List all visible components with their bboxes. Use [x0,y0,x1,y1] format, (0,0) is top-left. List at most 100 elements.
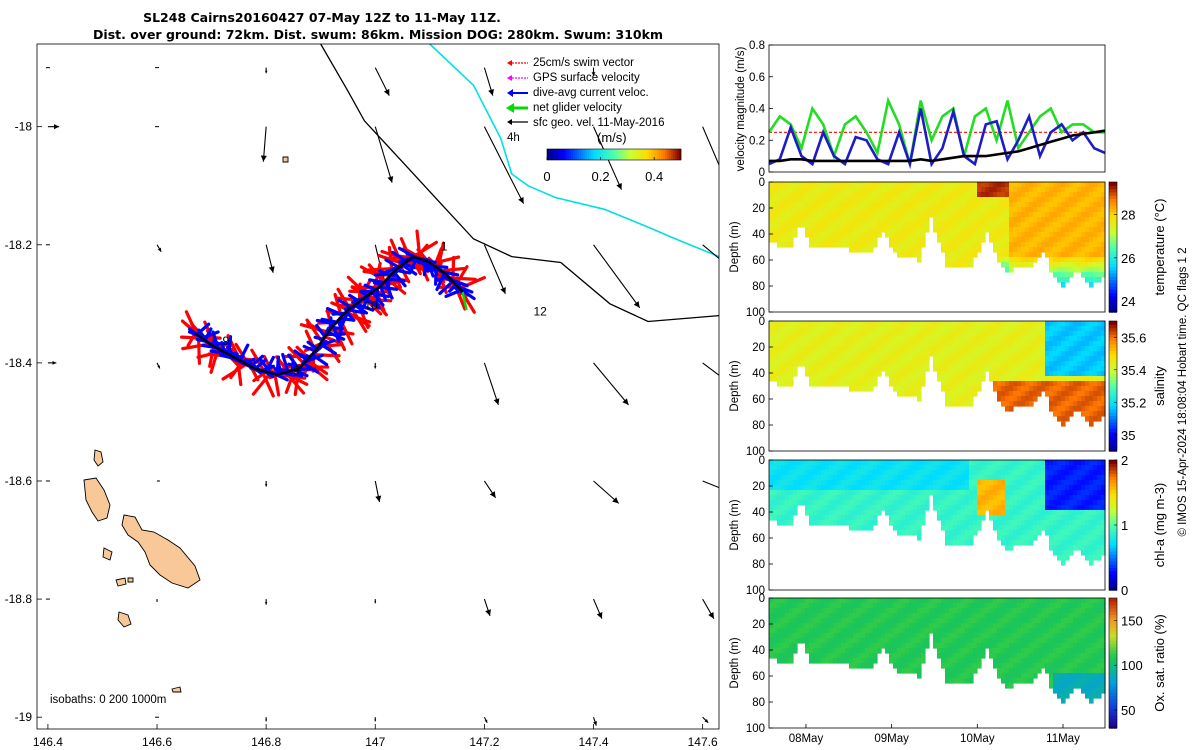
geo-vector [702,362,719,376]
geo-vector [47,124,60,130]
track-day-label: 10 [364,299,378,313]
geo-vector [265,244,275,273]
map-panel: 9 9 10 1 12 146.4 146.6 146.8 147 147.2 147.4 147.… [5,43,720,749]
geo-vector [593,362,629,406]
track-day-label: 9 [223,334,230,348]
section-colorbar-label: temperature (°C) [1152,199,1167,296]
geo-vector [47,360,57,365]
section-ytick-label: 20 [752,619,765,631]
section-colorbar-tick-label: 100 [1121,658,1143,673]
section-frame [768,181,1106,313]
section-ytick-label: 60 [752,533,765,545]
map-xtick-label: 146.6 [142,735,172,749]
velocity-ylabel: velocity magnitude (m/s) [735,47,747,172]
velocity-series-blue [768,106,1106,170]
section-colorbar-tick-label: 26 [1121,251,1135,266]
map-colorbar-label: (m/s) [597,130,627,145]
geo-vector [591,67,596,77]
island [93,449,104,467]
section-ylabel: Depth (m) [729,499,741,550]
island [171,686,182,693]
geo-vector [374,717,377,722]
section-frame [768,459,1106,591]
velocity-series-black [769,129,1106,163]
section-ytick-label: 80 [752,559,765,571]
map-legend: 25cm/s swim vector GPS surface velocity … [506,57,682,184]
island [83,477,111,522]
map-colorbar [547,149,682,160]
island [115,577,127,587]
map-ytick-label: -18.8 [5,592,33,606]
legend-net-label: net glider velocity [533,102,622,114]
geo-vector [483,126,525,204]
geo-vector [374,67,390,96]
geo-vector [264,480,268,487]
track-day-label: 1 [441,240,448,254]
map-xtick-label: 147.4 [578,735,608,749]
geo-vector [593,598,603,619]
section-oxygen-saturation: 0 20 40 60 80 100 Depth (m) 50 100 150 Ox. sat. ra… [729,593,1167,745]
geo-vector [702,480,719,489]
geo-vector [156,599,158,602]
track-day-label: 9 [293,364,300,378]
section-colorbar-tick-label: 35.6 [1121,330,1146,345]
section-ytick-label: 60 [752,255,765,267]
section-ytick-label: 60 [752,671,765,683]
velocity-ytick-label: 0.8 [749,40,765,52]
section-colorbar-label: chl-a (mg m-3) [1152,483,1167,568]
map-xtick-label: 146.8 [251,735,281,749]
map-xtick-label: 147 [365,735,385,749]
geo-vector [260,126,267,162]
geo-vector [702,598,715,619]
legend-entry-swim: 25cm/s swim vector [507,57,634,69]
section-colorbar-label: Ox. sat. ratio (%) [1152,614,1167,712]
section-ytick-label: 0 [759,455,765,467]
geo-vector [483,480,497,499]
section-colorbar-tick-label: 2 [1121,453,1128,468]
section-ytick-label: 80 [752,281,765,293]
legend-entry-net: net glider velocity [506,102,622,114]
section-colorbar-tick-label: 28 [1121,208,1135,223]
section-ytick-label: 80 [752,420,765,432]
velocity-frame [768,44,1106,173]
legend-entry-dive: dive-avg current veloc. [507,87,649,99]
geostrophic-vectors [45,67,719,726]
geo-vector [374,480,382,503]
section-ytick-label: 100 [746,723,765,735]
geo-vector [702,244,719,260]
island [121,514,201,589]
geo-vector [374,126,394,183]
island [282,156,289,163]
velocity-series [767,96,1106,170]
geo-vector [592,717,597,726]
map-colorbar-ticks: 0 0.2 0.4 [543,157,663,184]
section-colorbar-tick-label: 35 [1121,428,1135,443]
geo-vector [483,67,494,96]
map-frame [36,43,720,730]
velocity-axes: 0 0.2 0.4 0.6 0.8 [749,40,773,179]
section-colorbar-label: salinity [1152,366,1167,406]
map-xtick-label: 147.2 [469,735,499,749]
section-ylabel: Depth (m) [729,637,741,688]
geo-vector [156,244,162,253]
velocity-ytick-label: 0.4 [749,104,766,116]
map-ytick-label: -18.4 [5,356,33,370]
section-ylabel: Depth (m) [729,221,741,272]
section-ytick-label: 100 [746,585,765,597]
section-ytick-label: 40 [752,368,765,380]
map-ytick-label: -18 [15,120,33,134]
map-xtick-label: 146.4 [33,735,63,749]
map-ytick-label: -19 [15,710,33,724]
net-velocity-vector [461,291,468,311]
velocity-ytick-label: 0 [759,167,765,179]
glider-track [179,229,486,398]
velocity-ytick-label: 0.6 [749,72,765,84]
legend-scale-label: 4h [507,132,520,144]
section-ytick-label: 40 [752,229,765,241]
section-ytick-label: 0 [759,316,765,328]
section-frame [768,597,1106,729]
section-frame [768,320,1106,452]
map-ytick-label: -18.2 [5,238,33,252]
section-xtick-label: 08May [789,733,824,745]
